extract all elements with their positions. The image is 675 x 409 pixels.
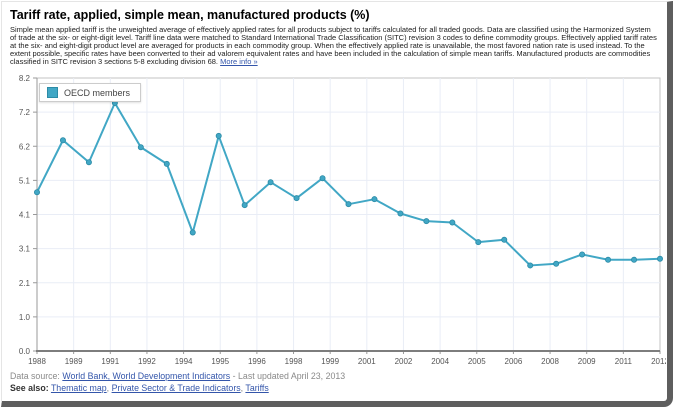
page-title: Tariff rate, applied, simple mean, manuf… xyxy=(10,8,370,22)
data-point-1995[interactable] xyxy=(215,132,222,139)
data-point-2006[interactable] xyxy=(501,236,508,243)
data-point-2003[interactable] xyxy=(423,218,430,225)
chart-area: 8.2 7.2 6.2 5.1 4.1 3.1 2.1 1.0 0.0 1988 1989 1991 1… xyxy=(10,71,667,367)
data-point-2008[interactable] xyxy=(553,260,560,267)
x-tick-label: 1999 xyxy=(321,357,339,366)
y-tick-label: 6.2 xyxy=(19,142,31,151)
data-point-2011[interactable] xyxy=(631,256,638,263)
x-tick-label: 2002 xyxy=(395,357,413,366)
data-point-1998[interactable] xyxy=(293,195,300,202)
y-tick-label: 8.2 xyxy=(19,74,31,83)
data-point-1999[interactable] xyxy=(319,175,326,182)
see-also-label: See also: xyxy=(10,383,49,394)
x-tick-label: 2009 xyxy=(578,357,596,366)
see-also-link-tariffs[interactable]: Tariffs xyxy=(245,383,269,394)
last-updated-text: - Last updated April 23, 2013 xyxy=(232,371,346,381)
data-point-1996[interactable] xyxy=(241,202,248,209)
data-point-2002[interactable] xyxy=(397,210,404,217)
description-text: Simple mean applied tariff is the unweig… xyxy=(10,25,657,66)
x-tick-label: 2006 xyxy=(505,357,523,366)
description: Simple mean applied tariff is the unweig… xyxy=(10,26,659,66)
data-point-1990[interactable] xyxy=(85,159,92,166)
see-also-line: See also: Thematic map, Private Sector &… xyxy=(10,382,659,394)
data-point-2007[interactable] xyxy=(527,262,534,269)
data-point-2012[interactable] xyxy=(657,255,664,262)
x-tick-label: 1995 xyxy=(211,357,229,366)
data-point-1992[interactable] xyxy=(137,144,144,151)
page-content: Tariff rate, applied, simple mean, manuf… xyxy=(2,2,667,395)
legend-swatch xyxy=(47,87,58,98)
x-tick-label: 1992 xyxy=(138,357,156,366)
data-point-2000[interactable] xyxy=(345,201,352,208)
data-point-2009[interactable] xyxy=(579,251,586,258)
data-source-link[interactable]: World Bank, World Development Indicators xyxy=(62,371,231,381)
data-point-1988[interactable] xyxy=(33,189,40,196)
x-tick-label: 2008 xyxy=(541,357,559,366)
footer: Data source: World Bank, World Developme… xyxy=(10,370,659,395)
y-tick-label: 4.1 xyxy=(19,211,31,220)
x-tick-label: 1989 xyxy=(65,357,83,366)
separator: , xyxy=(106,383,110,394)
data-point-2010[interactable] xyxy=(605,256,612,263)
x-tick-label: 1988 xyxy=(28,357,46,366)
x-tick-label: 1998 xyxy=(285,357,303,366)
data-source-line: Data source: World Bank, World Developme… xyxy=(10,370,659,382)
y-tick-label: 2.1 xyxy=(19,279,31,288)
more-info-link[interactable]: More info » xyxy=(220,57,258,66)
x-tick-label: 2011 xyxy=(615,357,633,366)
see-also-link-private-sector-trade[interactable]: Private Sector & Trade Indicators xyxy=(111,383,241,394)
data-point-1994[interactable] xyxy=(189,229,196,236)
data-point-1989[interactable] xyxy=(59,137,66,144)
y-tick-label: 1.0 xyxy=(19,313,31,322)
data-source-label: Data source: xyxy=(10,371,60,381)
y-tick-label: 5.1 xyxy=(19,176,31,185)
legend: OECD members xyxy=(39,83,142,102)
x-tick-label: 1991 xyxy=(101,357,119,366)
data-point-1997[interactable] xyxy=(267,179,274,186)
x-tick-label: 2005 xyxy=(468,357,486,366)
x-tick-label: 1994 xyxy=(175,357,193,366)
see-also-link-thematic-map[interactable]: Thematic map xyxy=(50,383,107,394)
y-tick-label: 3.1 xyxy=(19,245,31,254)
x-tick-label: 2001 xyxy=(358,357,376,366)
legend-label: OECD members xyxy=(64,87,131,98)
y-tick-label: 7.2 xyxy=(19,108,31,117)
x-tick-label: 2004 xyxy=(431,357,449,366)
data-point-1993[interactable] xyxy=(163,160,170,167)
data-point-2005[interactable] xyxy=(475,239,482,246)
x-tick-label: 1996 xyxy=(248,357,266,366)
y-tick-label: 0.0 xyxy=(19,347,31,356)
x-tick-label: 2012 xyxy=(651,357,666,366)
data-point-2004[interactable] xyxy=(449,219,456,226)
data-point-2001[interactable] xyxy=(371,196,378,203)
separator: , xyxy=(240,383,244,394)
